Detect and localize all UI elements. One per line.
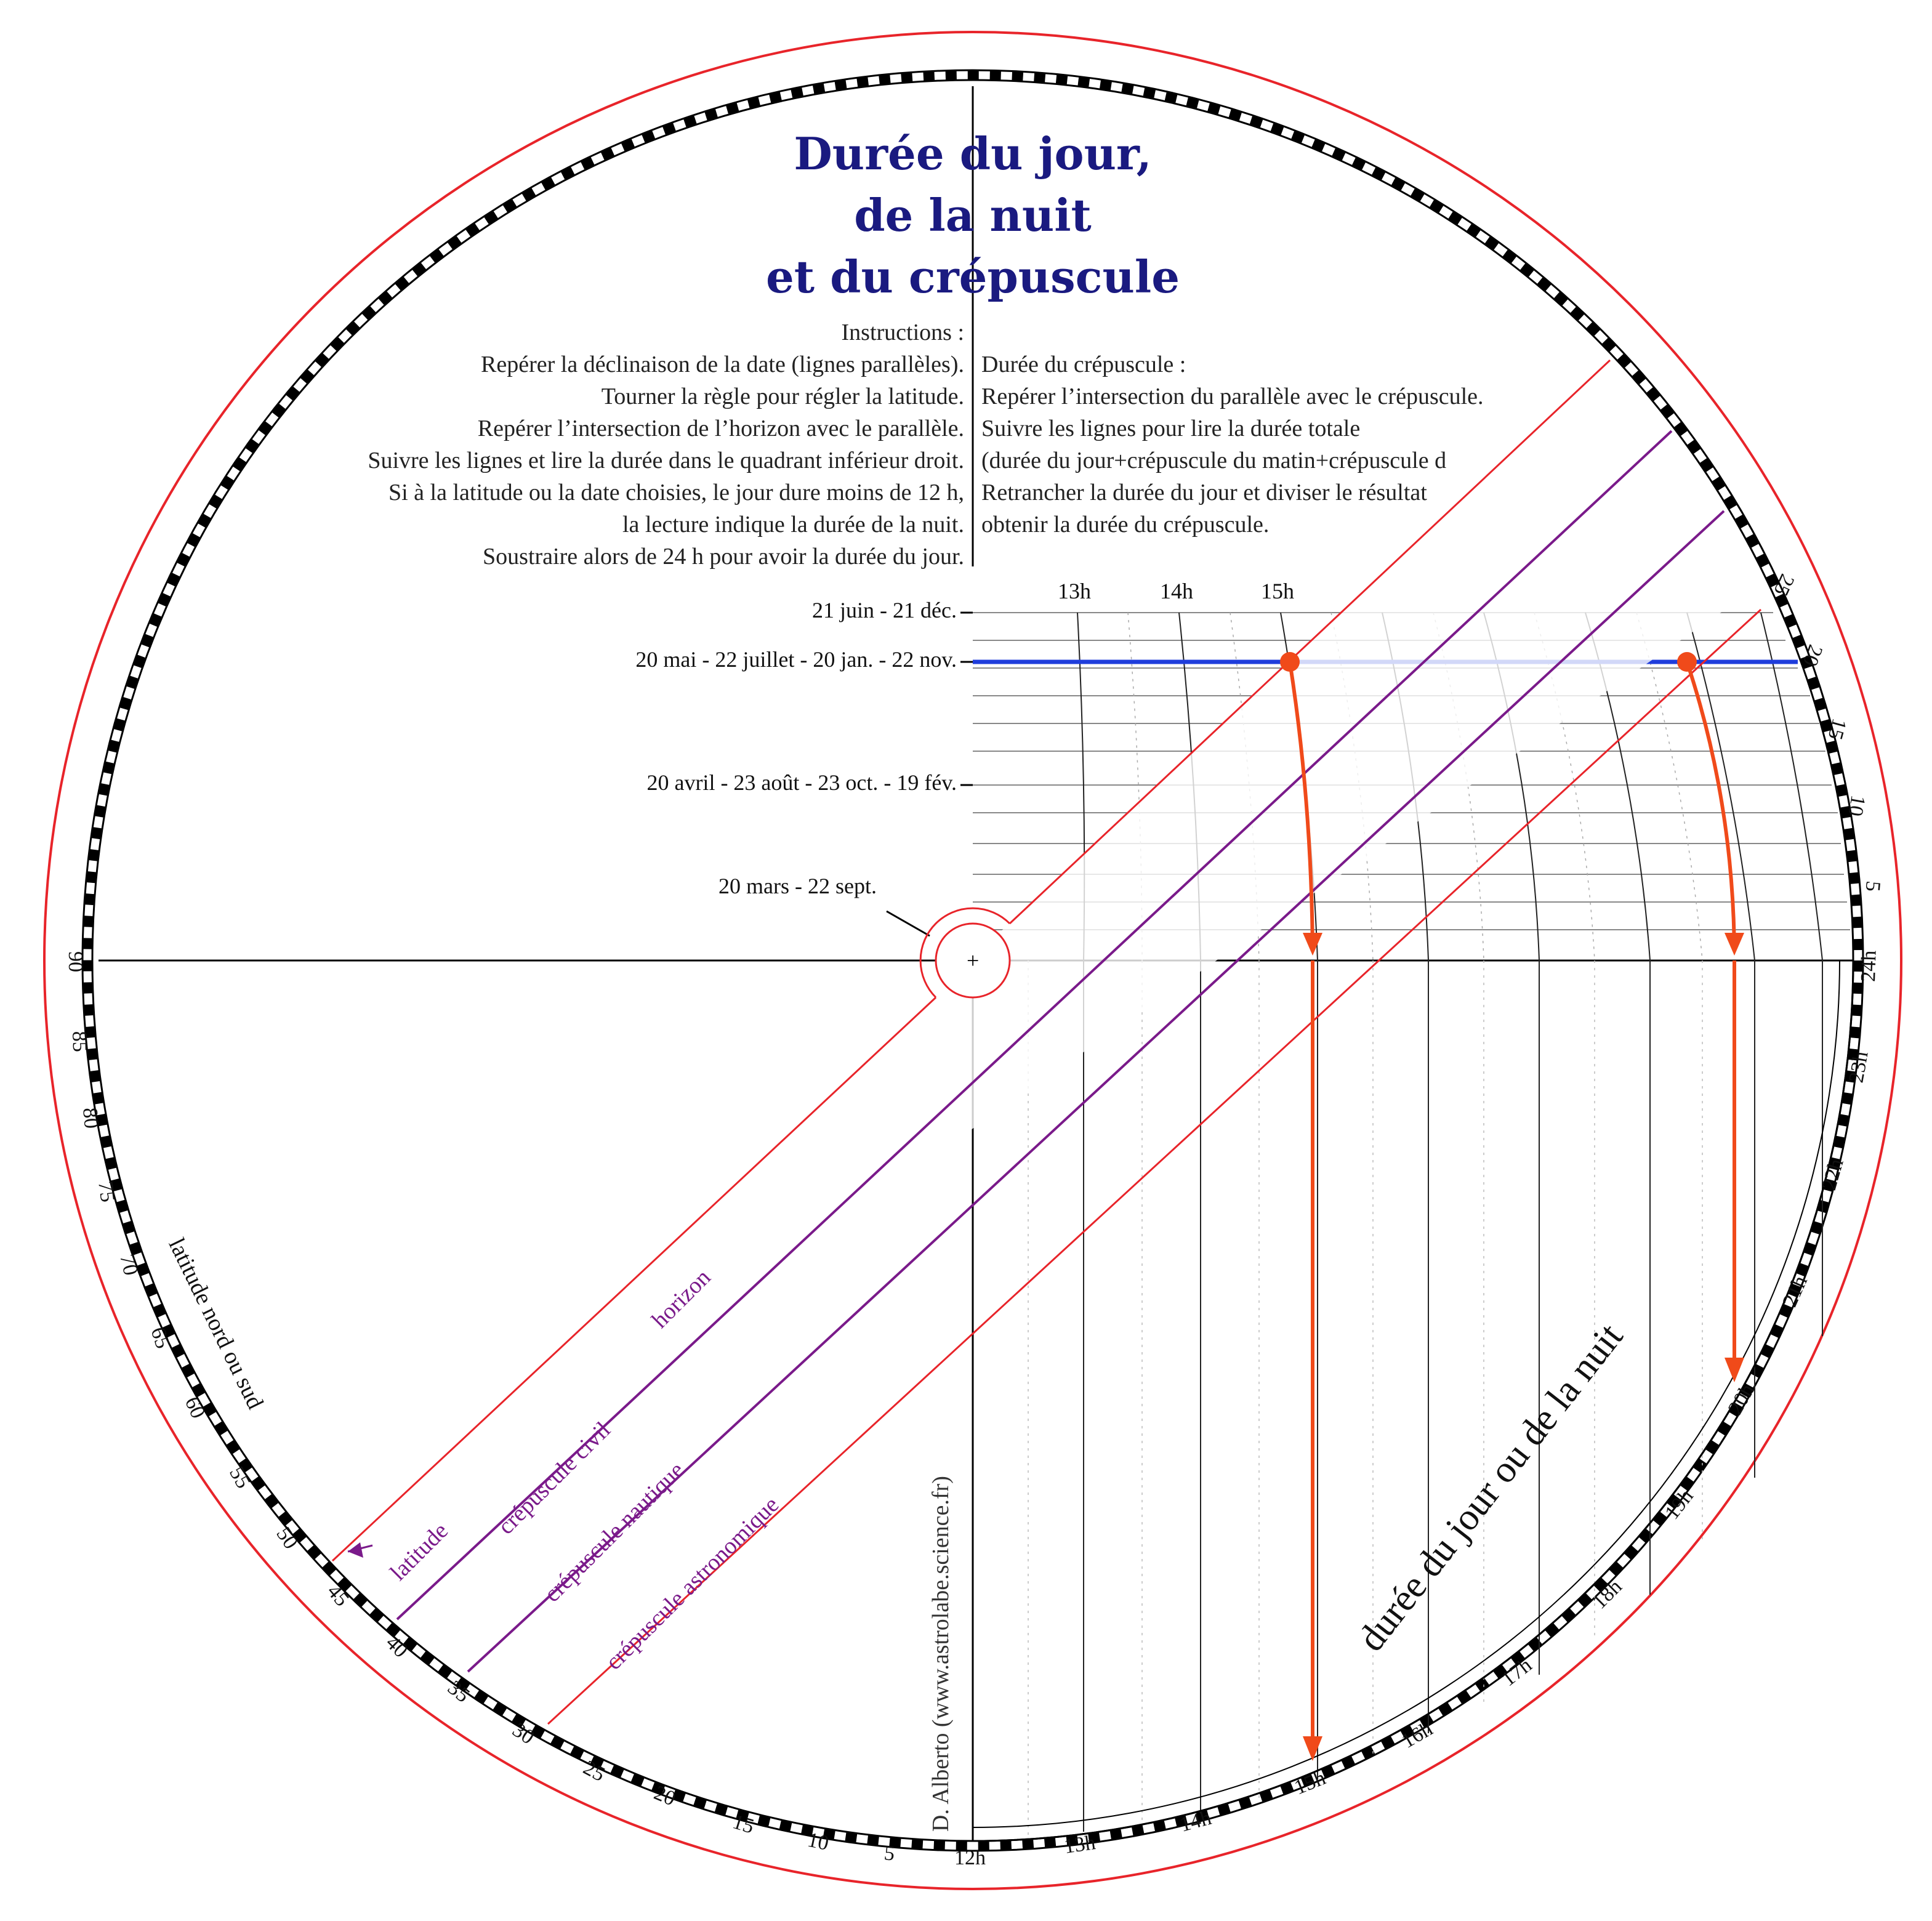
date-label: 20 avril - 23 août - 23 oct. - 19 fév.	[646, 770, 957, 795]
date-label: 20 mars - 22 sept.	[718, 874, 877, 898]
instruction-line: Repérer l’intersection de l’horizon avec…	[477, 416, 964, 441]
instruction-line: Suivre les lignes et lire la durée dans …	[368, 448, 964, 473]
rim-hour-label: 23h	[1845, 1050, 1872, 1085]
latitude-label: 50	[272, 1523, 302, 1553]
page-title: Durée du jour, de la nuit et du crépuscu…	[665, 123, 1281, 308]
date-label: 20 mai - 22 juillet - 20 jan. - 22 nov.	[635, 647, 957, 672]
arrow-heads	[1280, 652, 1744, 1761]
date-ticks	[886, 611, 973, 937]
rim-hour-label: 14h	[1177, 1806, 1214, 1837]
latitude-label: 35	[443, 1676, 474, 1707]
top-hour-label: 14h	[1160, 579, 1193, 603]
latitude-label: 75	[94, 1180, 119, 1204]
declination-label: 10	[1843, 794, 1869, 818]
latitude-label: 10	[805, 1829, 831, 1855]
center-mark: +	[967, 948, 979, 973]
duration-half-lines	[1028, 960, 1703, 1838]
hour-ring-inner	[972, 960, 1854, 1842]
civil-twilight-line	[396, 430, 1673, 1621]
instruction-line: Instructions :	[841, 320, 964, 345]
nautical-twilight-line	[467, 510, 1725, 1673]
rim-hour-label: 12h	[954, 1846, 986, 1869]
date-label: 21 juin - 21 déc.	[812, 598, 957, 622]
instruction-line: Tourner la règle pour régler la latitude…	[601, 384, 964, 409]
duration-lines	[1083, 960, 1823, 1832]
half-hour-arcs	[1127, 612, 1703, 961]
instruction-line: Repérer l’intersection du parallèle avec…	[981, 384, 1484, 409]
scale-checker-ring	[83, 70, 1863, 1851]
declination-label: 5	[1861, 880, 1885, 892]
instruction-line: Retrancher la durée du jour et diviser l…	[981, 480, 1427, 505]
rim-hour-label: 17h	[1497, 1654, 1536, 1691]
hour-ring-outer	[972, 960, 1840, 1828]
instruction-line: Si à la latitude ou la date choisies, le…	[388, 480, 964, 505]
title-line: Durée du jour,	[794, 127, 1152, 180]
latitude-label: 60	[180, 1393, 210, 1422]
instruction-line: (durée du jour+crépuscule du matin+crépu…	[981, 448, 1447, 473]
top-hour-label: 15h	[1261, 579, 1294, 603]
instruction-line: la lecture indique la durée de la nuit.	[622, 512, 964, 538]
instruction-line: Durée du crépuscule :	[981, 352, 1186, 377]
credit-text: D. Alberto (www.astrolabe.science.fr)	[928, 1476, 954, 1832]
latitude-label: 15	[730, 1810, 757, 1838]
latitude-label: 5	[883, 1842, 896, 1866]
rim-hour-label: 13h	[1063, 1831, 1097, 1858]
rotating-rule	[331, 359, 1762, 1725]
title-line: et du crépuscule	[765, 251, 1180, 303]
latitude-label: 85	[68, 1031, 91, 1052]
instruction-line: Repérer la déclinaison de la date (ligne…	[481, 352, 964, 377]
outer-rim-circle	[43, 31, 1902, 1890]
instruction-line: Soustraire alors de 24 h pour avoir la d…	[483, 544, 964, 570]
instructions-right: Durée du crépuscule : Repérer l’intersec…	[981, 348, 1536, 541]
instruction-line: obtenir la durée du crépuscule.	[981, 512, 1270, 538]
title-line: de la nuit	[854, 189, 1092, 241]
reading-arrows	[1288, 661, 1736, 1749]
rim-hour-label: 24h	[1857, 950, 1881, 982]
rim-hour-label: 18h	[1588, 1575, 1626, 1613]
latitude-label: 70	[115, 1252, 142, 1277]
latitude-label: 80	[78, 1106, 103, 1129]
latitude-label: 90	[64, 951, 87, 972]
instructions-left: Instructions : Repérer la déclinaison de…	[225, 316, 964, 573]
top-hour-label: 13h	[1058, 579, 1091, 603]
declination-label: 15	[1823, 716, 1851, 742]
instruction-line: Suivre les lignes pour lire la durée tot…	[981, 416, 1361, 441]
